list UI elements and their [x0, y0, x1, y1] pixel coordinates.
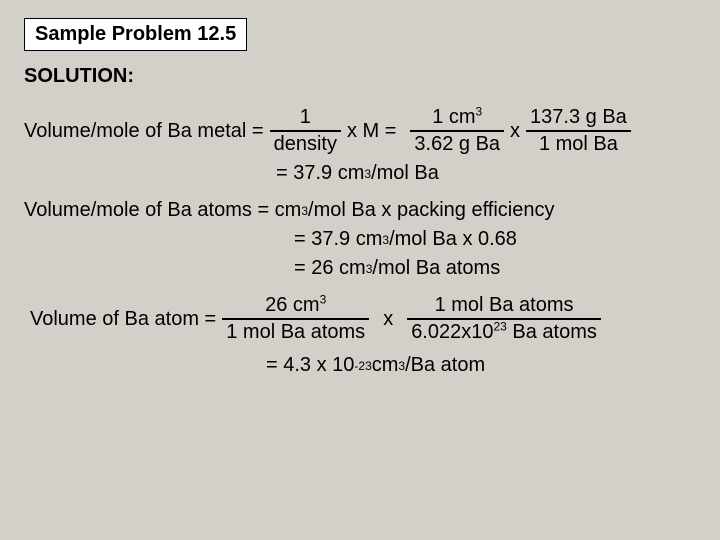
eq3-frac1-den: 1 mol Ba atoms — [222, 320, 369, 344]
eq2-line3: = 26 cm3/mol Ba atoms — [24, 257, 696, 280]
eq1-lhs: Volume/mole of Ba metal = — [24, 120, 264, 143]
eq1-frac3-num: 137.3 g Ba — [526, 106, 631, 130]
eq1-frac1-num: 1 — [296, 106, 315, 130]
eq3-frac2-den: 6.022x1023 Ba atoms — [407, 320, 601, 344]
eq3-frac2-num: 1 mol Ba atoms — [431, 294, 578, 318]
eq3-result: = 4.3 x 10-23 cm3/Ba atom — [24, 354, 696, 377]
eq1-frac2-den: 3.62 g Ba — [410, 132, 504, 156]
eq3-mid: x — [383, 308, 393, 331]
eq2-line1: Volume/mole of Ba atoms = cm3/mol Ba x p… — [24, 199, 696, 222]
eq1-frac1: 1 density — [270, 106, 341, 156]
eq1-frac2: 1 cm3 3.62 g Ba — [410, 106, 504, 156]
eq1-result: = 37.9 cm3/mol Ba — [24, 162, 696, 185]
solution-heading: SOLUTION: — [24, 65, 696, 88]
eq3-lhs: Volume of Ba atom = — [30, 308, 216, 331]
eq1-frac1-den: density — [270, 132, 341, 156]
eq3-frac1-num: 26 cm3 — [261, 294, 330, 318]
eq1-frac2-num: 1 cm3 — [428, 106, 486, 130]
eq3-frac2: 1 mol Ba atoms 6.022x1023 Ba atoms — [407, 294, 601, 344]
eq3-line: Volume of Ba atom = 26 cm3 1 mol Ba atom… — [24, 294, 696, 344]
eq1-mid2: x — [510, 120, 520, 143]
problem-title-box: Sample Problem 12.5 — [24, 18, 247, 51]
eq1-frac3: 137.3 g Ba 1 mol Ba — [526, 106, 631, 156]
eq1-mid1: x M = — [347, 120, 396, 143]
eq3-frac1: 26 cm3 1 mol Ba atoms — [222, 294, 369, 344]
eq1-line: Volume/mole of Ba metal = 1 density x M … — [24, 106, 696, 156]
problem-title: Sample Problem 12.5 — [35, 23, 236, 45]
eq2-line2: = 37.9 cm3/mol Ba x 0.68 — [24, 228, 696, 251]
eq1-frac3-den: 1 mol Ba — [535, 132, 622, 156]
